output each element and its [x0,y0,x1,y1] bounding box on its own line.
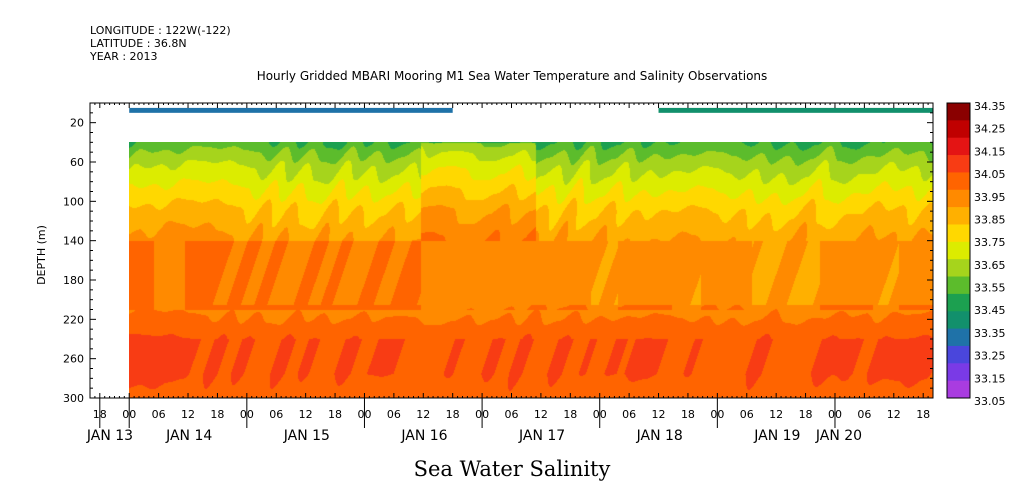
x-day-label: JAN 17 [518,428,565,444]
colorbar-label: 33.45 [974,304,1006,317]
x-day-label: JAN 13 [86,428,133,444]
x-axis-label: Sea Water Salinity [414,457,611,481]
y-tick-label: 220 [63,313,84,326]
x-tick-label: 06 [269,408,283,421]
colorbar-swatch [947,293,970,312]
x-tick-label: 06 [622,408,636,421]
colorbar-label: 33.25 [974,350,1006,363]
y-tick-label: 260 [63,353,84,366]
x-tick-label: 06 [857,408,871,421]
surface-series [129,107,933,113]
colorbar-label: 33.55 [974,282,1006,295]
colorbar-swatch [947,224,970,243]
colorbar-label: 34.15 [974,145,1006,158]
y-axis-label: DEPTH (m) [35,225,48,285]
y-tick-label: 140 [63,235,84,248]
colorbar-swatch [947,328,970,347]
colorbar-label: 33.95 [974,191,1006,204]
x-tick-label: 18 [446,408,460,421]
colorbar-swatch [947,345,970,364]
x-tick-label: 18 [681,408,695,421]
colorbar-label: 34.35 [974,100,1006,113]
colorbar-swatch [947,155,970,173]
x-tick-label: 18 [799,408,813,421]
year-label: YEAR : 2013 [89,50,158,63]
colorbar-swatch [947,276,970,295]
y-tick-label: 180 [63,274,84,287]
salinity-profile-field [129,142,933,398]
colorbar-swatch [947,259,970,278]
x-tick-label: 18 [210,408,224,421]
x-day-label: JAN 16 [400,428,447,444]
colorbar-label: 34.05 [974,168,1006,181]
plot-area [129,142,933,398]
y-tick-label: 60 [70,156,84,169]
latitude-label: LATITUDE : 36.8N [90,37,187,50]
colorbar-swatch [947,172,970,191]
colorbar-swatch [947,120,970,139]
x-day-label: JAN 19 [753,428,800,444]
x-tick-label: 06 [152,408,166,421]
x-axis: 18 00 06 12 18 00 06 12 18 00 06 12 18 00 06 12 18 00 06 12… [86,103,934,444]
y-axis: 20 60 100 140 180 220 260 300 [63,102,933,405]
x-tick-label: 18 [563,408,577,421]
x-tick-label: 12 [416,408,430,421]
y-tick-label: 100 [63,195,84,208]
x-tick-label: 06 [505,408,519,421]
colorbar-swatch [947,103,970,121]
x-day-label: JAN 20 [815,428,862,444]
colorbar-label: 33.05 [974,395,1006,408]
colorbar-label: 33.35 [974,327,1006,340]
x-tick-label: 12 [652,408,666,421]
colorbar-swatch [947,207,970,225]
chart-title: Hourly Gridded MBARI Mooring M1 Sea Wate… [257,69,768,83]
x-tick-label: 12 [769,408,783,421]
colorbar-label: 33.15 [974,372,1006,385]
x-tick-label: 18 [916,408,930,421]
colorbar: 34.35 34.25 34.15 34.05 33.95 33.85 33.75 33.65… [946,100,1006,408]
x-tick-label: 12 [181,408,195,421]
x-tick-label: 12 [887,408,901,421]
x-tick-label: 06 [387,408,401,421]
colorbar-label: 33.75 [974,236,1006,249]
colorbar-label: 33.65 [974,259,1006,272]
surface-bar-0 [129,107,453,113]
colorbar-label: 33.85 [974,213,1006,226]
colorbar-frame [946,102,971,399]
y-tick-label: 300 [63,392,84,405]
x-day-label: JAN 18 [636,428,683,444]
colorbar-label: 34.25 [974,123,1006,136]
x-tick-label: 12 [534,408,548,421]
x-tick-label: 06 [740,408,754,421]
x-tick-label: 12 [299,408,313,421]
colorbar-swatch [947,189,970,208]
x-day-label: JAN 15 [283,428,330,444]
x-tick-label: 18 [328,408,342,421]
colorbar-swatch [947,363,970,382]
surface-bar-1 [658,107,933,113]
longitude-label: LONGITUDE : 122W(-122) [90,24,231,37]
y-tick-label: 20 [70,117,84,130]
colorbar-swatch [947,241,970,260]
x-day-label: JAN 14 [165,428,212,444]
colorbar-swatch [947,311,970,330]
colorbar-swatch [947,380,970,399]
colorbar-swatch [947,137,970,156]
